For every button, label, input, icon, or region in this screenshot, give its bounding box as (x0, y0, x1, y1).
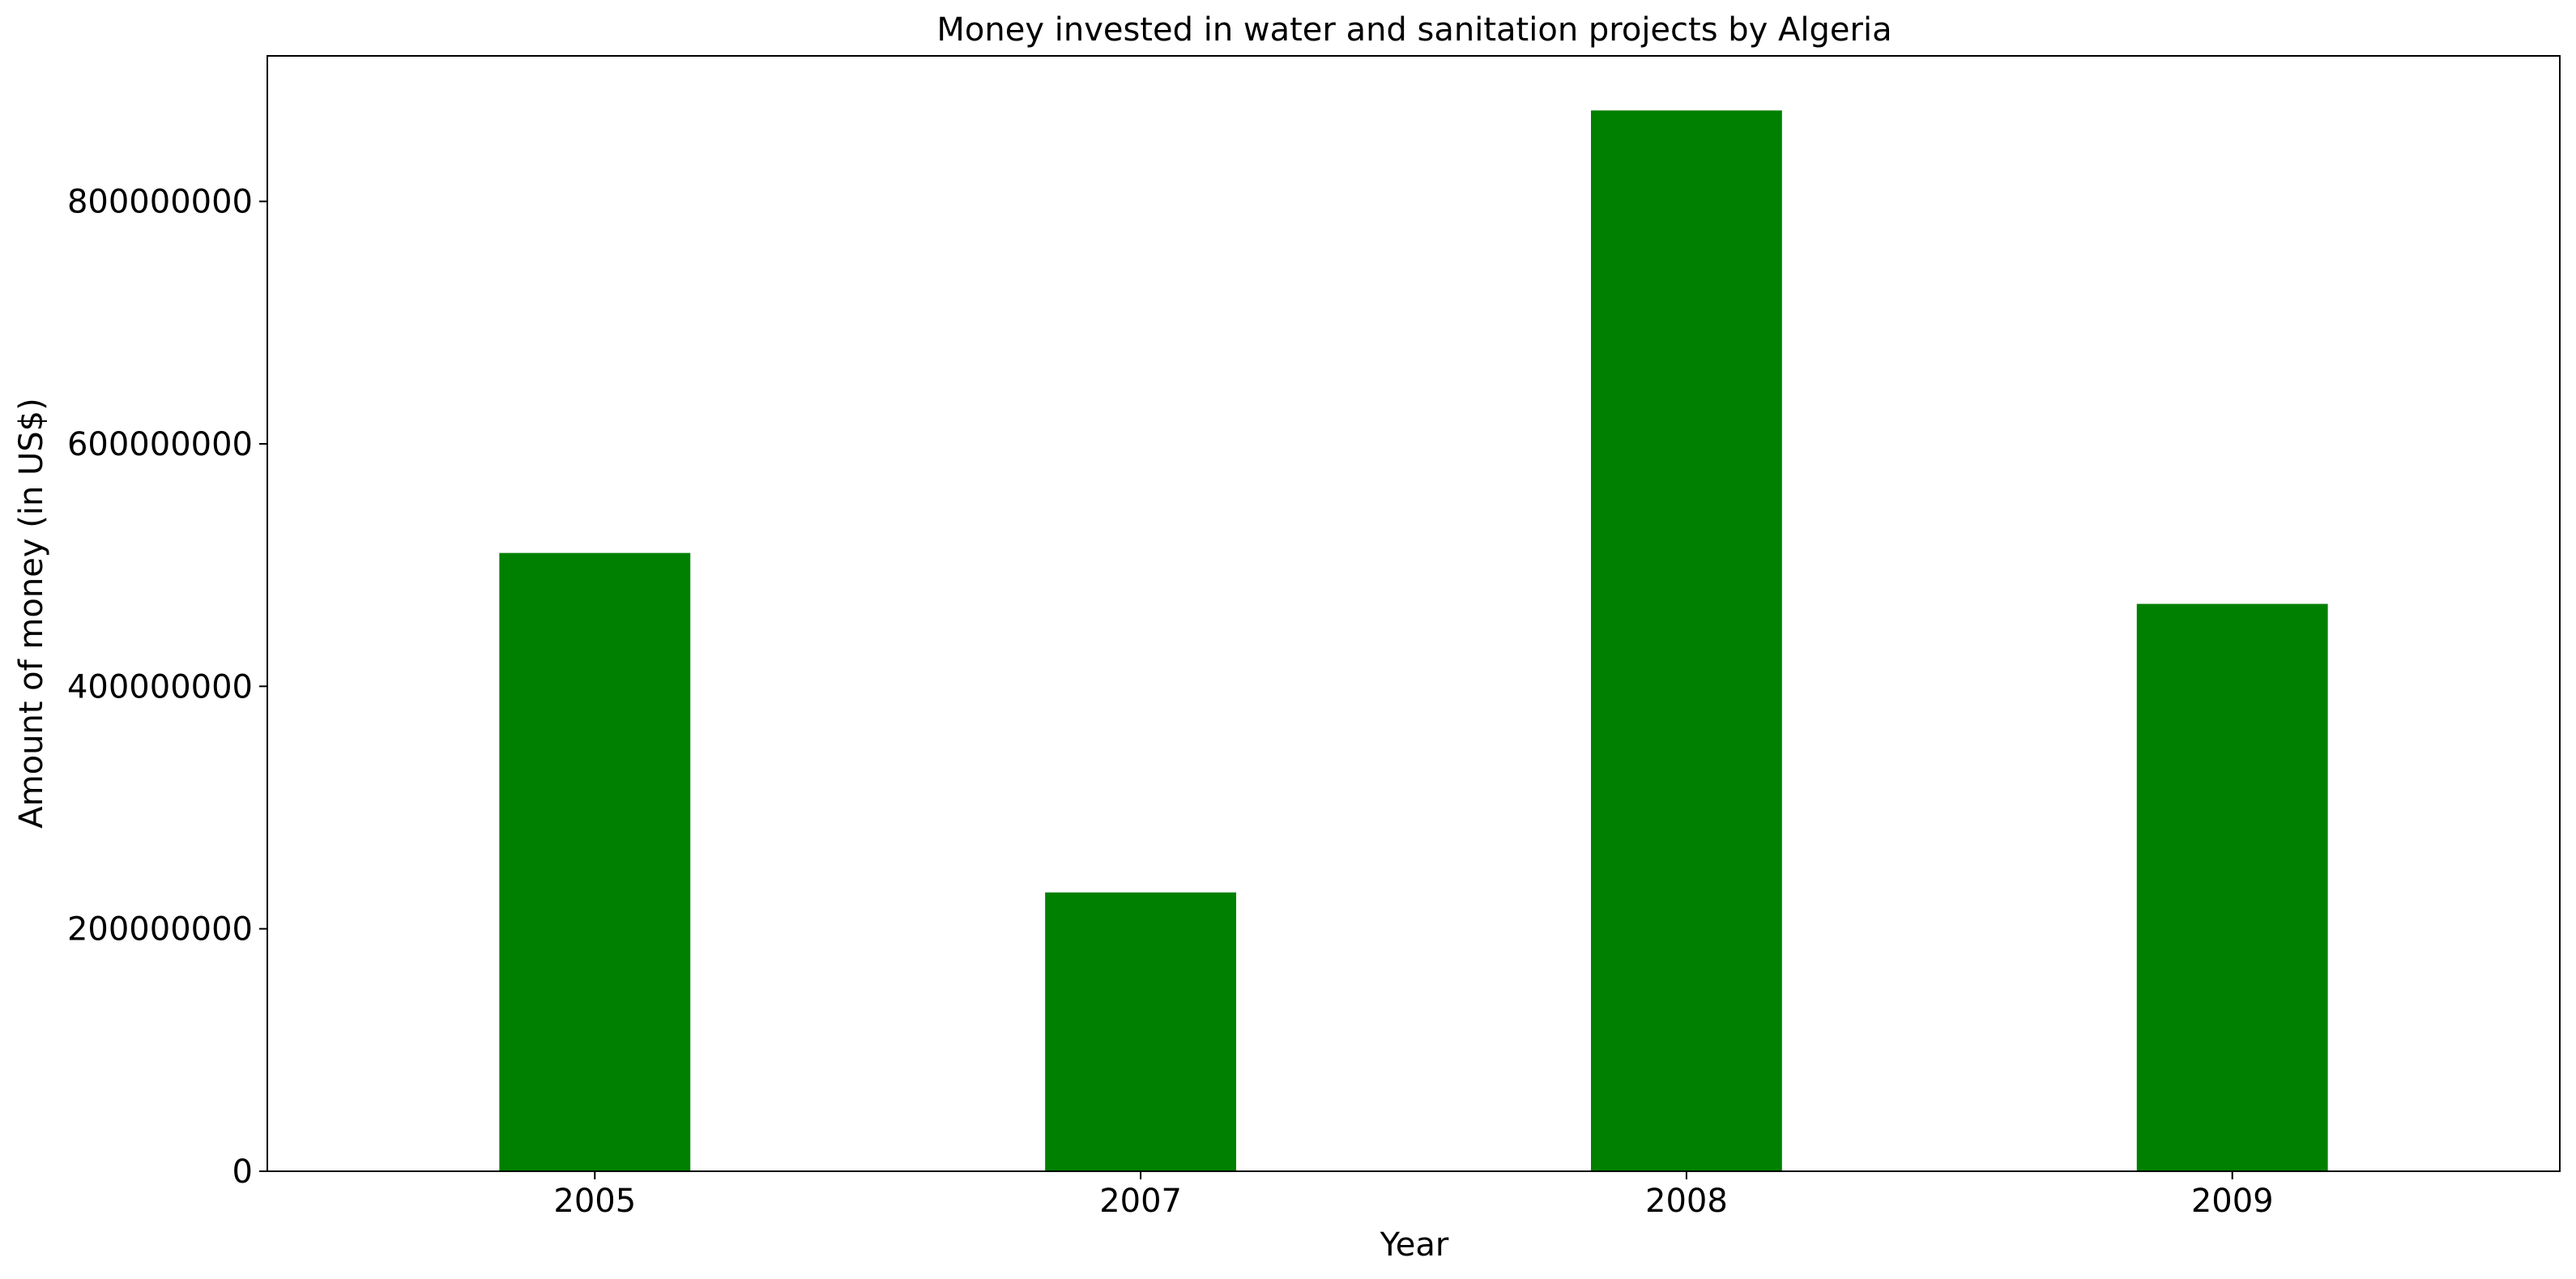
bar-2008 (1590, 110, 1782, 1171)
chart-title: Money invested in water and sanitation p… (936, 11, 1891, 49)
bar-2007 (1045, 892, 1237, 1171)
x-tick-label: 2008 (1645, 1183, 1728, 1220)
y-tick-label: 400000000 (67, 668, 253, 706)
x-axis-ticks: 2005 2007 2008 2009 (553, 1171, 2274, 1220)
y-axis-ticks: 0 200000000 400000000 600000000 800000000 (67, 184, 267, 1191)
y-axis-label: Amount of money (in US$) (13, 398, 50, 828)
x-tick-label: 2007 (1099, 1183, 1182, 1220)
plot-area-frame (267, 55, 2561, 1172)
y-tick-label: 0 (232, 1153, 253, 1191)
x-tick-label: 2009 (2191, 1183, 2274, 1220)
bar-2009 (2136, 603, 2328, 1171)
y-tick-label: 200000000 (67, 911, 253, 949)
bars-layer (499, 110, 2328, 1171)
x-tick-label: 2005 (553, 1183, 636, 1220)
x-axis-label: Year (1380, 1226, 1449, 1264)
y-tick-label: 600000000 (67, 426, 253, 463)
y-tick-label: 800000000 (67, 184, 253, 221)
bar-2005 (499, 552, 691, 1171)
